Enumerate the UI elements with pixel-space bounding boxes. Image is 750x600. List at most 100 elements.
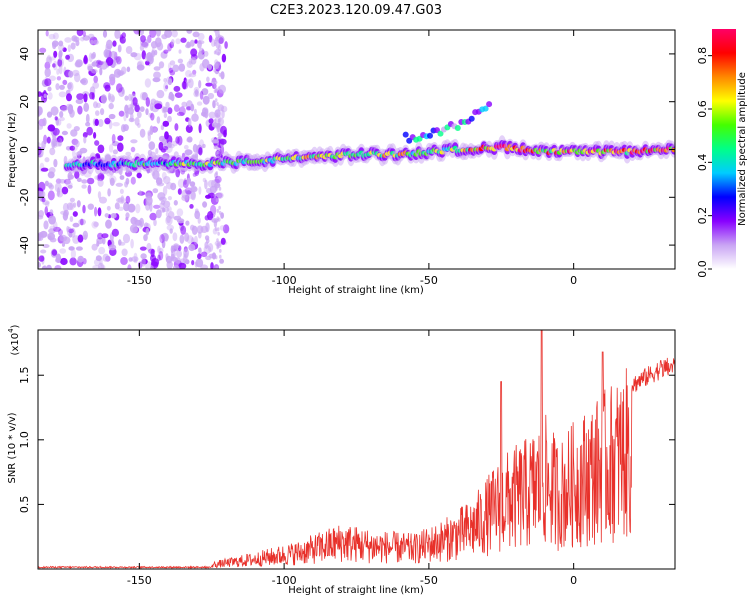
spectrogram-cell (156, 89, 165, 99)
spectrogram-cell (38, 262, 41, 268)
spectrogram-cell (211, 79, 218, 85)
colorbar-title: Normalized spectral amplitude (737, 72, 748, 226)
spectrogram-cell (215, 182, 218, 187)
spectrogram-cell (86, 126, 93, 136)
spectrogram-cell (220, 105, 228, 113)
spectrogram-cell (219, 258, 225, 264)
spectrogram-cell (76, 177, 82, 182)
spectrogram-cell (59, 111, 64, 118)
spectrogram-cell (175, 136, 180, 144)
colorbar-tick-label: 0.2 (696, 207, 709, 225)
spectrogram-cell (91, 61, 97, 67)
spectrogram-cell (402, 131, 409, 138)
spectrogram-cell (217, 150, 220, 155)
spectrogram-cell (38, 210, 44, 218)
spectrogram-cell (132, 97, 138, 106)
spectrogram-cell (57, 187, 60, 197)
spectrogram-cell (214, 118, 217, 123)
spectrogram-cell (104, 117, 111, 125)
spectrogram-cell (75, 140, 80, 148)
spectrogram-cell (150, 41, 158, 49)
spectrogram-cell (97, 232, 104, 240)
spectrogram-cell (190, 190, 196, 201)
spectrogram-cell (38, 146, 42, 156)
spectrogram-cell (193, 86, 200, 94)
spectrogram-cell (69, 145, 76, 151)
spectrogram-cell (173, 200, 178, 206)
spectrogram-cell (108, 102, 114, 110)
spectrogram-cell (217, 132, 223, 138)
spectrogram-cell (221, 53, 227, 63)
spectrogram-cell (70, 249, 76, 259)
spectrogram-cell (176, 218, 185, 224)
spectrogram-cell (177, 58, 184, 64)
spectrogram-cell (208, 35, 213, 43)
spectrogram-cell (213, 68, 216, 73)
spectrogram-cell (136, 172, 142, 179)
spectrogram-cell (98, 119, 104, 127)
spectrogram-cell (38, 91, 42, 97)
spectrogram-cell (158, 61, 165, 69)
spectrogram-cell (139, 106, 145, 112)
y-tick-label: -20 (18, 188, 31, 206)
spectrogram-cell (100, 61, 108, 70)
spectrogram-cell (199, 47, 204, 55)
spectrogram-cell (108, 93, 115, 103)
spectrogram-cell (173, 243, 180, 250)
spectrogram-cell (181, 189, 189, 199)
spectrogram-cell (125, 46, 133, 54)
spectrogram-cell (218, 72, 222, 77)
spectrogram-cell (49, 147, 56, 156)
spectrogram-cell (167, 141, 172, 148)
spectrogram-cell (119, 175, 125, 180)
spectrogram-cell (215, 39, 221, 50)
spectrogram-cell (215, 145, 218, 150)
spectrogram-cell (176, 250, 182, 258)
spectrogram-cell (67, 184, 73, 189)
spectrogram-cell (217, 61, 221, 66)
spectrogram-cell (63, 209, 69, 217)
spectrogram-cell (40, 190, 46, 198)
spectrogram-cell (44, 206, 49, 216)
spectrogram-cell (148, 248, 156, 254)
spectrogram-cell (106, 205, 111, 211)
spectrogram-cell (99, 67, 103, 76)
spectrogram-cell (152, 188, 159, 194)
spectrogram-cell (72, 222, 80, 228)
spectrogram-cell (127, 107, 134, 115)
spectrogram-cell (165, 85, 169, 90)
spectrogram-cell (116, 56, 122, 65)
spectrogram-cell (216, 245, 219, 250)
spectrogram-cell (188, 78, 194, 89)
spectrogram-cell (134, 117, 140, 126)
spectrogram-cell (70, 42, 76, 50)
spectrogram-cell (169, 60, 176, 66)
spectrogram-cell (75, 246, 83, 251)
x-tick-label: -100 (272, 574, 297, 587)
spectrogram-cell (221, 109, 225, 119)
spectrogram-cell (197, 32, 205, 41)
spectrogram-cell (143, 234, 148, 242)
spectrogram-cell (65, 103, 73, 111)
spectrogram-cell (44, 78, 52, 87)
spectrogram-cell (68, 228, 74, 234)
spectrogram-cell (205, 255, 212, 261)
spectrogram-cell (102, 30, 108, 38)
spectrogram-cell (163, 112, 168, 119)
spectrogram-cell (40, 249, 47, 254)
spectrogram-cell (93, 75, 98, 84)
spectrogram-cell (181, 80, 189, 90)
spectrogram-cell (202, 95, 210, 105)
spectrogram-cell (158, 247, 164, 254)
spectrogram-cell (103, 49, 110, 58)
spectrogram-cell (208, 111, 216, 119)
spectrogram-cell (175, 168, 181, 178)
spectrogram-cell (42, 244, 50, 248)
spectrogram-cell (205, 222, 210, 233)
spectrogram-cell (205, 82, 213, 87)
spectrogram-cell (105, 219, 112, 229)
spectrogram-cell (207, 211, 214, 221)
spectrogram-cell (218, 34, 221, 39)
spectrogram-cell (125, 177, 130, 185)
snr-frame (37, 329, 676, 570)
